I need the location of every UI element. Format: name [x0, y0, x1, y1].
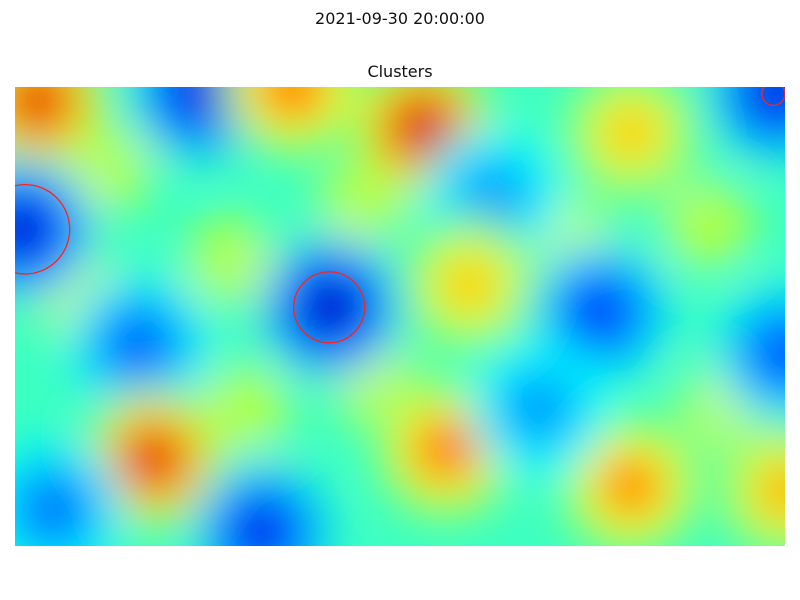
figure-suptitle: 2021-09-30 20:00:00	[315, 9, 485, 28]
field-blob-4	[422, 127, 563, 268]
field-blob-9	[68, 274, 209, 415]
field-blob-18	[715, 420, 785, 546]
field-blob-2	[222, 87, 363, 157]
field-blob-12	[715, 283, 785, 424]
field-blob-10	[399, 214, 540, 355]
field-blob-5	[561, 87, 701, 203]
field-ridge-4	[201, 363, 291, 454]
cluster-circle-1	[293, 271, 366, 344]
field-blob-16	[191, 462, 332, 546]
field-blob-17	[468, 338, 609, 479]
field-blob-15	[561, 416, 701, 546]
cluster-circle-2	[761, 87, 785, 107]
field-blob-8	[260, 237, 401, 378]
field-blob-7	[15, 159, 93, 300]
cluster-heatmap	[15, 87, 785, 546]
field-ridge-3	[663, 179, 753, 270]
chart-title: Clusters	[367, 62, 433, 81]
field-blob-0	[15, 87, 109, 171]
field-ridge-1	[185, 216, 276, 307]
field-blob-1	[129, 87, 270, 162]
field-blob-19	[15, 439, 124, 546]
cluster-circle-0	[15, 183, 71, 275]
